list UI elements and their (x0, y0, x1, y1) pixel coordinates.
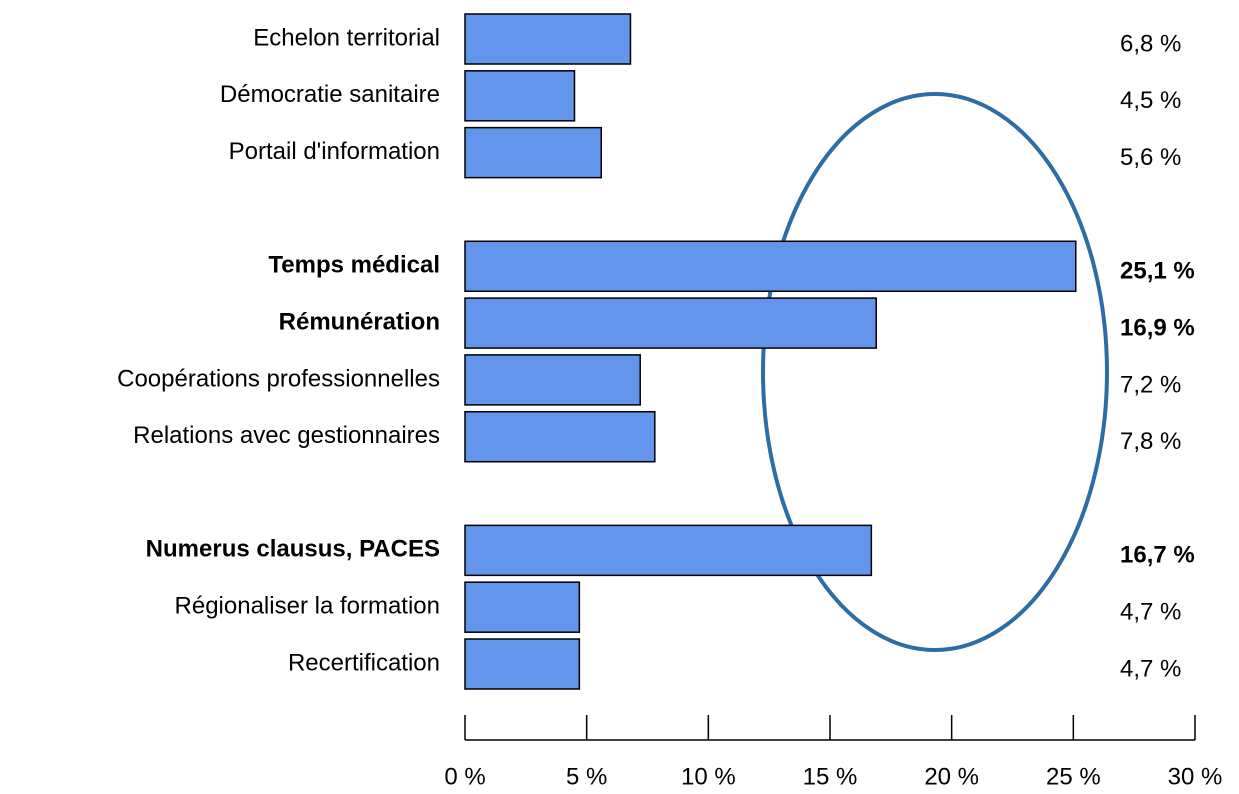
x-tick-label: 20 % (924, 763, 979, 790)
bar (464, 70, 576, 122)
value-label: 7,8 % (1120, 428, 1181, 455)
x-tick-label: 0 % (444, 763, 485, 790)
bar (464, 410, 656, 463)
x-tick-label: 30 % (1168, 763, 1223, 790)
value-label: 16,9 % (1120, 314, 1195, 341)
y-tick-label: Temps médical (268, 252, 440, 279)
y-tick-label: Coopérations professionnelles (117, 365, 440, 392)
bar (464, 638, 581, 690)
x-tick-label: 15 % (803, 763, 858, 790)
y-tick-label: Rémunération (279, 308, 440, 335)
value-label: 4,7 % (1120, 655, 1181, 682)
x-tick-label: 5 % (566, 763, 607, 790)
y-tick-label: Démocratie sanitaire (220, 81, 440, 108)
value-label: 4,7 % (1120, 599, 1181, 626)
y-tick-label: Régionaliser la formation (175, 593, 440, 620)
y-tick-label: Numerus clausus, PACES (146, 536, 440, 563)
y-tick-label: Echelon territorial (253, 24, 440, 51)
value-label: 25,1 % (1120, 258, 1195, 285)
value-label: 7,2 % (1120, 371, 1181, 398)
value-label: 6,8 % (1120, 30, 1181, 57)
value-label: 4,5 % (1120, 87, 1181, 114)
highlight-ellipse (761, 92, 1109, 652)
value-label: 5,6 % (1120, 144, 1181, 171)
bar (464, 524, 873, 577)
y-tick-label: Portail d'information (229, 138, 440, 165)
bar (464, 297, 877, 349)
y-tick-label: Relations avec gestionnaires (133, 422, 440, 449)
bar (464, 240, 1077, 293)
bar (464, 581, 581, 633)
y-tick-label: Recertification (288, 649, 440, 676)
x-tick-label: 10 % (681, 763, 736, 790)
bar (464, 13, 632, 65)
value-label: 16,7 % (1120, 542, 1195, 569)
bar (464, 126, 603, 179)
x-tick-label: 25 % (1046, 763, 1101, 790)
bar (464, 354, 641, 406)
